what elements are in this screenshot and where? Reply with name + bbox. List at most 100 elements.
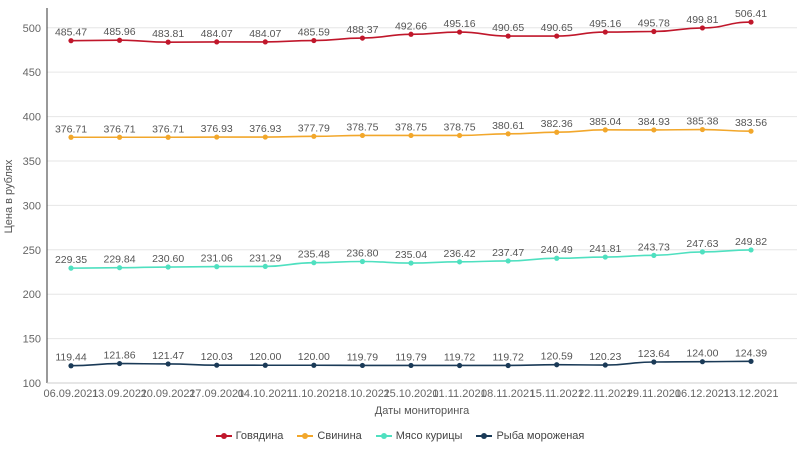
data-point[interactable] — [456, 29, 463, 35]
data-point[interactable] — [68, 265, 74, 271]
data-point[interactable] — [262, 39, 268, 45]
x-tick-label: 22.11.2021 — [578, 388, 632, 400]
data-point[interactable] — [456, 362, 463, 369]
data-point[interactable] — [456, 132, 463, 139]
data-point[interactable] — [408, 260, 414, 266]
x-tick-label: 11.10.2021 — [287, 388, 341, 400]
data-point[interactable] — [311, 133, 317, 139]
data-point[interactable] — [602, 127, 608, 133]
data-point[interactable] — [311, 37, 317, 44]
data-point[interactable] — [68, 134, 74, 140]
data-point[interactable] — [214, 39, 220, 45]
data-point[interactable] — [262, 362, 268, 368]
legend-item[interactable]: Мясо курицы — [375, 430, 463, 442]
data-point[interactable] — [311, 260, 317, 266]
data-point[interactable] — [359, 132, 366, 139]
data-point[interactable] — [359, 258, 366, 265]
data-point[interactable] — [699, 359, 706, 365]
data-point[interactable] — [651, 252, 657, 258]
data-point[interactable] — [408, 132, 414, 139]
data-label: 495.78 — [638, 18, 670, 30]
data-label: 231.06 — [201, 253, 233, 265]
data-label: 121.86 — [104, 350, 136, 362]
data-point[interactable] — [748, 247, 754, 253]
legend-item[interactable]: Свинина — [297, 430, 362, 442]
data-label: 484.07 — [249, 28, 281, 40]
data-label: 124.39 — [735, 347, 767, 359]
data-point[interactable] — [214, 134, 220, 140]
data-point[interactable] — [554, 33, 560, 39]
data-point[interactable] — [699, 25, 706, 31]
data-point[interactable] — [456, 259, 463, 265]
data-point[interactable] — [214, 264, 220, 270]
legend-label: Свинина — [317, 430, 362, 442]
data-label: 490.65 — [541, 22, 573, 34]
data-point[interactable] — [699, 126, 706, 133]
data-point[interactable] — [68, 38, 74, 44]
data-point[interactable] — [214, 362, 220, 368]
series-lines — [68, 19, 754, 369]
data-point[interactable] — [554, 255, 560, 261]
data-point[interactable] — [554, 362, 560, 368]
data-point[interactable] — [602, 29, 608, 35]
data-label: 378.75 — [395, 121, 427, 133]
legend-item[interactable]: Рыба мороженая — [476, 430, 584, 442]
data-label: 249.82 — [735, 236, 767, 248]
data-point[interactable] — [165, 264, 171, 270]
x-tick-label: 06.09.2021 — [43, 388, 98, 400]
data-point[interactable] — [68, 363, 74, 369]
data-point[interactable] — [165, 39, 171, 45]
data-label: 378.75 — [346, 121, 378, 133]
x-tick-label: 13.09.2021 — [92, 388, 147, 400]
y-tick-label: 350 — [23, 156, 41, 168]
data-label: 247.63 — [686, 238, 718, 250]
legend-label: Мясо курицы — [395, 430, 463, 442]
data-point[interactable] — [505, 33, 511, 39]
data-point[interactable] — [651, 28, 657, 35]
legend-marker-icon — [215, 432, 232, 440]
data-point[interactable] — [408, 31, 414, 37]
legend-item[interactable]: Говядина — [215, 430, 283, 442]
x-tick-label: 06.12.2021 — [675, 388, 730, 400]
data-point[interactable] — [699, 249, 706, 255]
data-label: 376.93 — [249, 123, 281, 135]
data-point[interactable] — [748, 358, 754, 364]
data-point[interactable] — [408, 362, 414, 369]
data-point[interactable] — [116, 37, 123, 43]
data-label: 119.79 — [347, 351, 378, 363]
data-point[interactable] — [116, 265, 123, 271]
data-point[interactable] — [651, 359, 657, 365]
legend-marker-icon — [375, 432, 392, 440]
data-point[interactable] — [311, 362, 317, 368]
data-point[interactable] — [554, 129, 560, 135]
data-point[interactable] — [651, 127, 657, 133]
data-point[interactable] — [748, 19, 754, 25]
data-point[interactable] — [359, 35, 366, 41]
data-label: 485.96 — [104, 26, 136, 38]
data-label: 240.49 — [541, 244, 573, 256]
data-label: 119.72 — [444, 351, 475, 363]
data-point[interactable] — [116, 360, 123, 367]
data-point[interactable] — [116, 134, 123, 140]
data-point[interactable] — [165, 361, 171, 367]
data-label: 235.48 — [298, 249, 330, 261]
data-label: 376.71 — [104, 123, 136, 135]
data-label: 506.41 — [735, 8, 767, 20]
data-point[interactable] — [602, 362, 608, 368]
data-point[interactable] — [165, 134, 171, 140]
data-point[interactable] — [505, 362, 511, 369]
data-label: 483.81 — [152, 28, 184, 40]
data-point[interactable] — [262, 263, 268, 270]
data-label: 119.72 — [492, 351, 523, 363]
data-point[interactable] — [262, 134, 268, 140]
data-point[interactable] — [748, 128, 754, 134]
data-label: 488.37 — [346, 24, 378, 36]
data-label: 236.80 — [346, 248, 378, 260]
data-point[interactable] — [602, 254, 608, 260]
x-tick-label: 20.09.2021 — [141, 388, 196, 400]
data-label: 495.16 — [444, 18, 476, 30]
data-point[interactable] — [505, 258, 511, 264]
data-point[interactable] — [359, 362, 366, 369]
data-point[interactable] — [505, 131, 511, 137]
